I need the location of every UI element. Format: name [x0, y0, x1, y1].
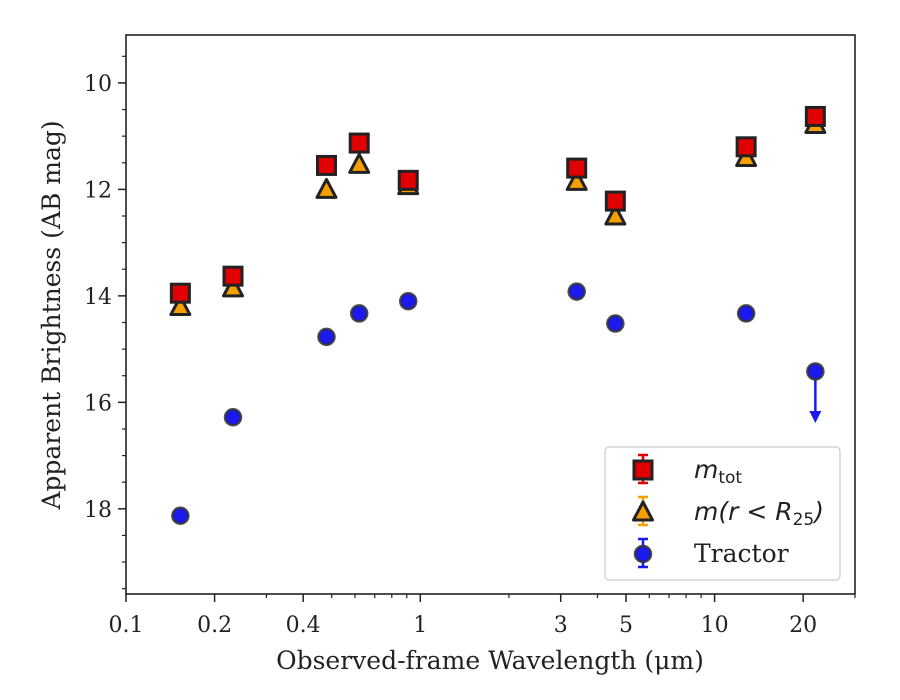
legend-circle-marker: [633, 544, 653, 564]
square-point: [566, 157, 588, 179]
x-tick-label: 0.2: [197, 613, 232, 638]
x-tick-label: 10: [701, 613, 729, 638]
square-point: [804, 105, 826, 127]
x-tick-label: 20: [789, 613, 817, 638]
circle-point: [606, 314, 625, 333]
y-tick-label: 12: [84, 178, 112, 203]
triangle-point: [565, 169, 588, 191]
circle-point: [567, 282, 586, 301]
x-tick-label: 5: [619, 613, 633, 638]
x-tick-label: 1: [413, 613, 427, 638]
square-point: [604, 190, 626, 212]
circle-point: [398, 291, 418, 311]
plot-frame: [125, 34, 856, 595]
x-tick-label: 0.1: [109, 613, 144, 638]
y-tick-label: 18: [84, 498, 112, 523]
y-tick-label: 14: [84, 285, 112, 310]
circle-point: [349, 304, 369, 323]
triangle-point: [169, 295, 192, 317]
circle-point: [317, 327, 336, 347]
y-tick-label: 10: [84, 72, 112, 97]
triangle-point: [604, 204, 627, 226]
triangle-point: [348, 152, 371, 174]
x-axis-ticks: 0.1 0.2 0.4 1 3 5 10 20: [109, 594, 856, 638]
triangle-point: [315, 177, 338, 199]
legend-triangle-marker: [632, 500, 654, 522]
x-axis-title: Observed-frame Wavelength (μm): [276, 646, 704, 675]
y-axis-title: Apparent Brightness (AB mag): [37, 120, 66, 510]
x-tick-label: 0.4: [286, 613, 321, 638]
legend-square-marker: [632, 459, 654, 481]
square-point: [735, 136, 757, 158]
circle-point: [736, 304, 756, 323]
square-point: [222, 265, 244, 287]
x-tick-label: 3: [554, 613, 568, 638]
legend-label: mtot: [694, 455, 742, 488]
legend-label: m(r < R25): [694, 497, 824, 530]
square-point: [315, 154, 337, 176]
legend-box: [604, 446, 841, 581]
circle-point: [171, 506, 190, 525]
circle-point: [806, 362, 825, 381]
y-tick-label: 16: [84, 391, 112, 416]
data-points: [169, 105, 827, 525]
legend-label: Tractor: [694, 539, 789, 568]
upper-limit-arrow-head: [809, 410, 822, 423]
triangle-point: [222, 276, 245, 298]
circle-point: [223, 407, 243, 427]
square-point: [169, 282, 191, 304]
square-point: [348, 132, 370, 154]
y-axis-ticks: 10 12 14 16 18: [84, 55, 126, 590]
square-point: [397, 169, 419, 191]
legend: mtot m(r < R25) Tractor: [604, 446, 841, 581]
